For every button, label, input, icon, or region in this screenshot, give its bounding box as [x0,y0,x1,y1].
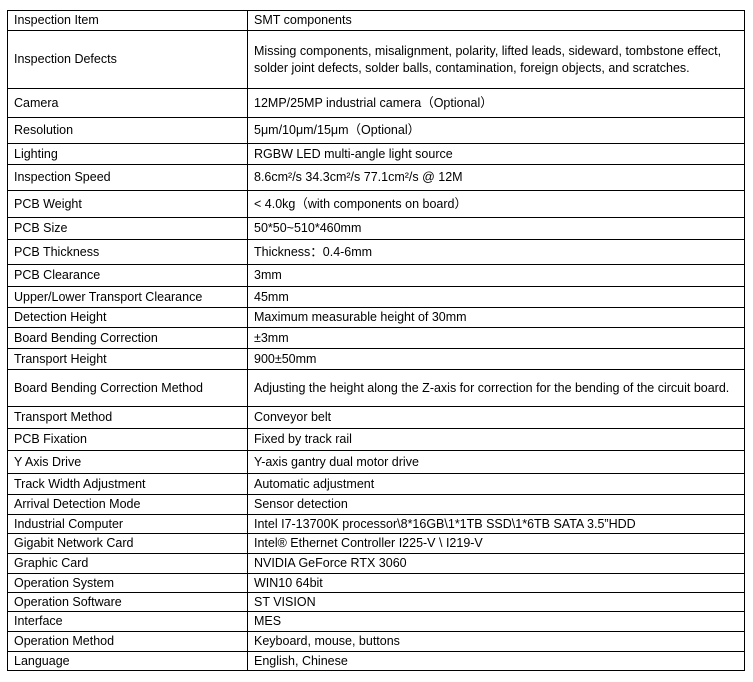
spec-value: MES [247,611,745,632]
spec-value: Y-axis gantry dual motor drive [247,450,745,474]
spec-value: Maximum measurable height of 30mm [247,307,745,328]
spec-label: Resolution [7,117,248,144]
spec-value: 50*50~510*460mm [247,217,745,240]
spec-value: < 4.0kg（with components on board） [247,190,745,218]
spec-label: Gigabit Network Card [7,533,248,554]
spec-value: RGBW LED multi-angle light source [247,143,745,165]
spec-label: PCB Size [7,217,248,240]
table-row: PCB Weight < 4.0kg（with components on boa… [7,190,745,218]
spec-value: Intel® Ethernet Controller I225-V \ I219… [247,533,745,554]
spec-label: Detection Height [7,307,248,328]
spec-label: PCB Weight [7,190,248,218]
table-row: Camera 12MP/25MP industrial camera（Option… [7,88,745,118]
spec-value: Automatic adjustment [247,473,745,495]
table-row: Track Width Adjustment Automatic adjustme… [7,473,745,495]
spec-label: Track Width Adjustment [7,473,248,495]
spec-label: Board Bending Correction Method [7,369,248,407]
table-row: Language English, Chinese [7,651,745,671]
spec-value: Conveyor belt [247,406,745,429]
table-row: Resolution 5μm/10μm/15μm（Optional） [7,117,745,144]
table-row: Lighting RGBW LED multi-angle light sourc… [7,143,745,165]
spec-label: Operation Software [7,592,248,612]
spec-label: Board Bending Correction [7,327,248,349]
spec-label: Operation System [7,573,248,593]
table-row: Operation Software ST VISION [7,592,745,612]
spec-value: Missing components, misalignment, polari… [247,30,745,89]
spec-label: Language [7,651,248,671]
spec-label: Graphic Card [7,553,248,574]
table-row: Detection Height Maximum measurable heigh… [7,307,745,328]
spec-value: Adjusting the height along the Z-axis fo… [247,369,745,407]
spec-value: Intel I7-13700K processor\8*16GB\1*1TB S… [247,514,745,534]
spec-label: PCB Thickness [7,239,248,265]
table-row: Transport Height 900±50mm [7,348,745,370]
spec-value: 12MP/25MP industrial camera（Optional） [247,88,745,118]
spec-value: Thickness：0.4-6mm [247,239,745,265]
spec-label: Arrival Detection Mode [7,494,248,515]
table-row: PCB Clearance 3mm [7,264,745,287]
table-row: Inspection Defects Missing components, mi… [7,30,745,89]
spec-label: Transport Method [7,406,248,429]
spec-value: Keyboard, mouse, buttons [247,631,745,652]
table-row: PCB Thickness Thickness：0.4-6mm [7,239,745,265]
spec-value: English, Chinese [247,651,745,671]
spec-label: Y Axis Drive [7,450,248,474]
spec-label: PCB Clearance [7,264,248,287]
table-row: Y Axis Drive Y-axis gantry dual motor dri… [7,450,745,474]
spec-value: ±3mm [247,327,745,349]
spec-value: 900±50mm [247,348,745,370]
table-row: Inspection Item SMT components [7,10,745,31]
table-row: Graphic Card NVIDIA GeForce RTX 3060 [7,553,745,574]
spec-label: Industrial Computer [7,514,248,534]
spec-value: 3mm [247,264,745,287]
spec-value: 5μm/10μm/15μm（Optional） [247,117,745,144]
spec-label: Inspection Defects [7,30,248,89]
table-row: PCB Fixation Fixed by track rail [7,428,745,451]
spec-value: WIN10 64bit [247,573,745,593]
table-row: Inspection Speed 8.6cm²/s 34.3cm²/s 77.1c… [7,164,745,191]
table-row: Operation System WIN10 64bit [7,573,745,593]
table-row: Interface MES [7,611,745,632]
spec-label: Upper/Lower Transport Clearance [7,286,248,308]
spec-value: 8.6cm²/s 34.3cm²/s 77.1cm²/s @ 12M [247,164,745,191]
table-row: Operation Method Keyboard, mouse, buttons [7,631,745,652]
spec-value: NVIDIA GeForce RTX 3060 [247,553,745,574]
table-row: Industrial Computer Intel I7-13700K proc… [7,514,745,534]
spec-value: ST VISION [247,592,745,612]
table-row: Upper/Lower Transport Clearance 45mm [7,286,745,308]
table-row: Gigabit Network Card Intel® Ethernet Cont… [7,533,745,554]
table-row: Arrival Detection Mode Sensor detection [7,494,745,515]
table-row: Board Bending Correction Method Adjusting… [7,369,745,407]
spec-table: Inspection Item SMT components Inspection … [7,10,745,671]
table-row: Board Bending Correction ±3mm [7,327,745,349]
spec-label: Interface [7,611,248,632]
spec-label: PCB Fixation [7,428,248,451]
spec-label: Camera [7,88,248,118]
spec-label: Operation Method [7,631,248,652]
spec-value: Sensor detection [247,494,745,515]
spec-label: Lighting [7,143,248,165]
spec-value: 45mm [247,286,745,308]
spec-label: Inspection Item [7,10,248,31]
spec-label: Transport Height [7,348,248,370]
spec-label: Inspection Speed [7,164,248,191]
spec-value: SMT components [247,10,745,31]
spec-value: Fixed by track rail [247,428,745,451]
table-row: Transport Method Conveyor belt [7,406,745,429]
table-row: PCB Size 50*50~510*460mm [7,217,745,240]
